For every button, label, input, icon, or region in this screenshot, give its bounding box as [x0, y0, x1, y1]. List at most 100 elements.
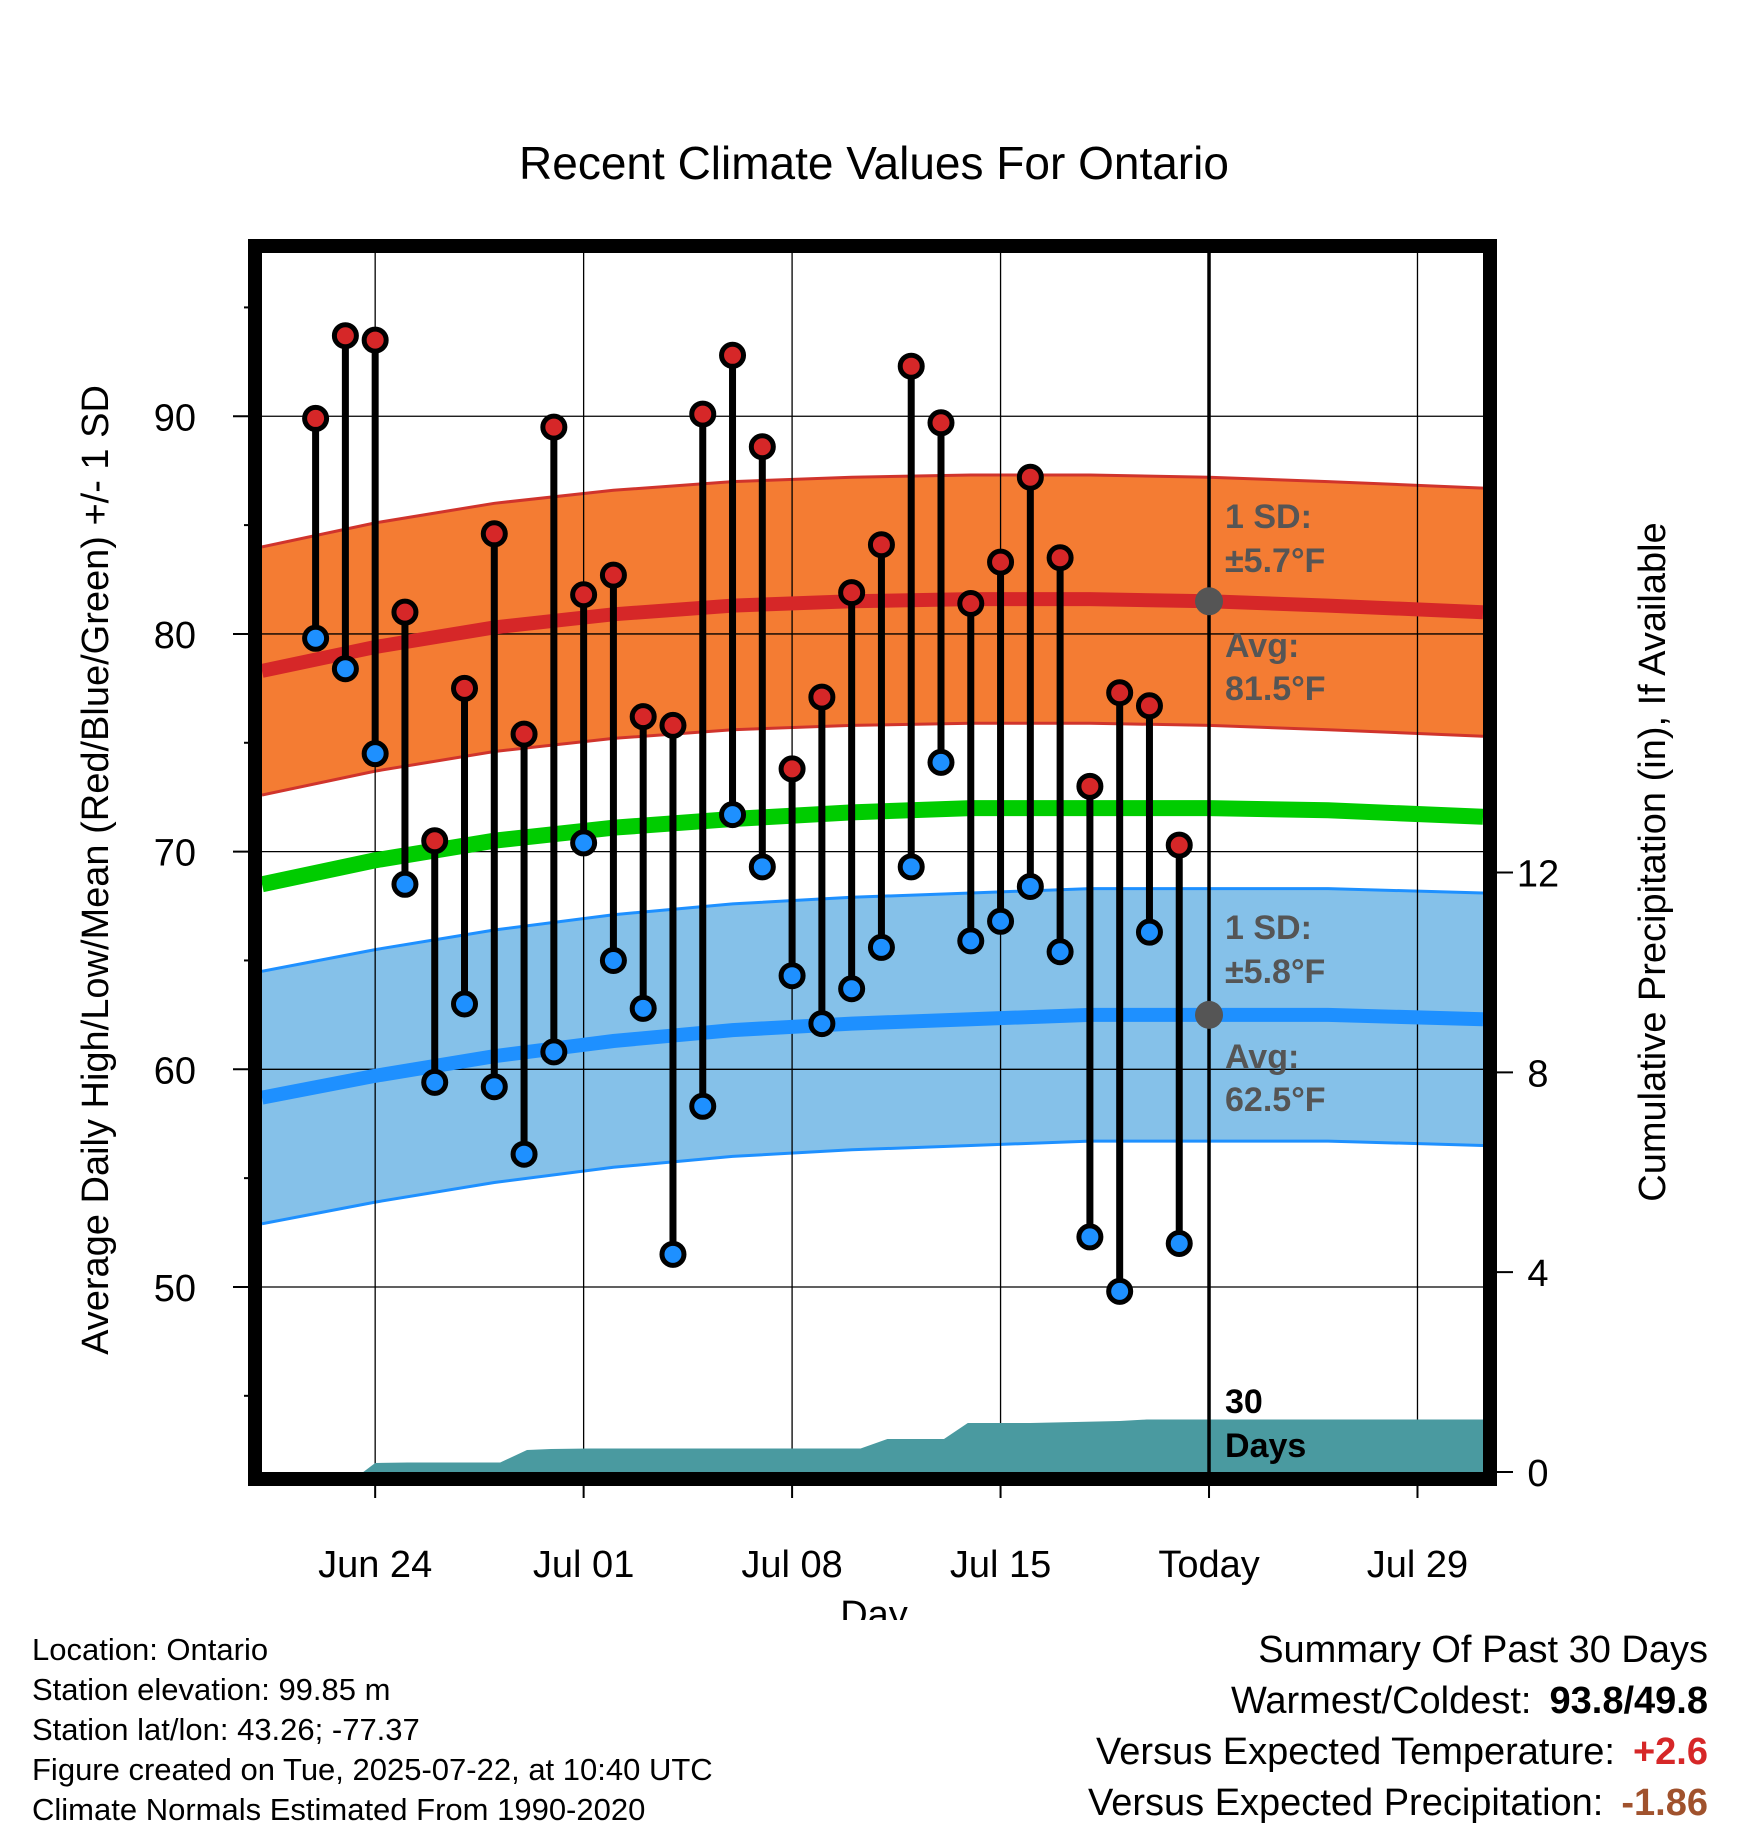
daily-high-point	[838, 579, 866, 607]
daily-low-point	[1076, 1223, 1104, 1251]
precip-departure-value: -1.86	[1621, 1782, 1708, 1824]
daily-high-point	[361, 326, 389, 354]
daily-high-point	[927, 409, 955, 437]
plot-frame	[248, 239, 1497, 1486]
daily-low-point	[629, 994, 657, 1022]
daily-low-point	[808, 1010, 836, 1038]
daily-low-point	[361, 740, 389, 768]
y-right-tick-label: 12	[1517, 853, 1559, 895]
daily-high-point	[778, 755, 806, 783]
daily-high-point	[1046, 544, 1074, 572]
daily-high-point	[1135, 692, 1163, 720]
x-axis: Jun 24 Jul 01 Jul 08 Jul 15 Today Jul 29	[318, 1479, 1468, 1586]
daily-high-point	[1016, 463, 1044, 491]
daily-high-point	[599, 561, 627, 589]
y-axis-right: 0 4 8 12	[1490, 853, 1559, 1495]
high-avg-label: Avg:	[1225, 627, 1299, 665]
daily-high-point	[629, 703, 657, 731]
daily-low-point	[1165, 1229, 1193, 1257]
daily-high-point	[1076, 772, 1104, 800]
daily-low-point	[1016, 872, 1044, 900]
plot-clipped	[262, 253, 1483, 1472]
y-left-tick-label: 50	[154, 1268, 196, 1310]
daily-low-point	[451, 990, 479, 1018]
daily-high-point	[421, 827, 449, 855]
y-left-tick-label: 70	[154, 833, 196, 875]
x-tick-label: Jul 15	[950, 1544, 1051, 1586]
daily-low-point	[719, 801, 747, 829]
location-text: Location: Ontario	[32, 1632, 269, 1667]
warmest-coldest-value: 93.8/49.8	[1549, 1680, 1709, 1722]
daily-low-point	[659, 1240, 687, 1268]
daily-high-point	[510, 720, 538, 748]
high-avg-value: 81.5°F	[1225, 670, 1326, 708]
daily-high-point	[957, 589, 985, 617]
temp-departure-value: +2.6	[1632, 1731, 1708, 1773]
low-sd-lower-edge	[262, 1139, 1483, 1226]
daily-low-point	[748, 853, 776, 881]
daily-low-point	[927, 748, 955, 776]
daily-low-point	[987, 907, 1015, 935]
daily-low-point	[1135, 918, 1163, 946]
y-left-tick-label: 60	[154, 1050, 196, 1092]
daily-low-point	[838, 975, 866, 1003]
station-info: Location: Ontario Station elevation: 99.…	[32, 1630, 713, 1830]
daily-low-point	[570, 829, 598, 857]
high-sd-band	[262, 475, 1483, 795]
daily-high-point	[480, 520, 508, 548]
chart-title: Recent Climate Values For Ontario	[519, 137, 1229, 189]
high-sd-value: ±5.7°F	[1225, 542, 1325, 580]
x-tick-label: Jul 08	[741, 1544, 842, 1586]
days-count-word: Days	[1225, 1427, 1306, 1465]
x-axis-label: Day	[840, 1594, 908, 1620]
y-left-tick-label: 80	[154, 615, 196, 657]
summary-temp-row: Versus Expected Temperature: +2.6	[1088, 1727, 1708, 1778]
daily-low-point	[778, 962, 806, 990]
daily-low-point	[421, 1068, 449, 1096]
high-average-marker	[1195, 587, 1224, 616]
plot-area: 1 SD: ±5.7°F Avg: 81.5°F 1 SD: ±5.8°F Avg: 62.5…	[248, 239, 1497, 1486]
daily-high-point	[719, 341, 747, 369]
days-count-number: 30	[1225, 1383, 1263, 1421]
daily-high-point	[1106, 679, 1134, 707]
daily-high-point	[331, 322, 359, 350]
daily-low-point	[302, 624, 330, 652]
y-right-tick-label: 8	[1527, 1053, 1548, 1095]
daily-high-point	[867, 531, 895, 559]
warmest-label: Warmest/Coldest:	[1230, 1680, 1532, 1722]
low-avg-label: Avg:	[1225, 1038, 1299, 1076]
x-tick-label: Today	[1158, 1544, 1259, 1586]
y-axis-right-label: Cumulative Precipitation (in), If Availa…	[1632, 522, 1674, 1201]
daily-high-point	[897, 352, 925, 380]
y-right-tick-label: 4	[1527, 1253, 1548, 1295]
latlon-text: Station lat/lon: 43.26; -77.37	[32, 1712, 420, 1747]
daily-high-point	[987, 548, 1015, 576]
normals-text: Climate Normals Estimated From 1990-2020	[32, 1792, 646, 1827]
climate-chart: Recent Climate Values For Ontario 1 SD: ±…	[75, 137, 1674, 1620]
daily-low-point	[480, 1073, 508, 1101]
daily-high-point	[1165, 831, 1193, 859]
daily-low-point	[510, 1140, 538, 1168]
summary-warmest-row: Warmest/Coldest: 93.8/49.8	[1088, 1676, 1708, 1727]
daily-low-point	[1106, 1277, 1134, 1305]
y-axis-left-label: Average Daily High/Low/Mean (Red/Blue/Gr…	[75, 385, 117, 1355]
x-tick-label: Jul 01	[533, 1544, 634, 1586]
daily-high-point	[570, 581, 598, 609]
daily-high-point	[302, 404, 330, 432]
warmest-value: 93.8	[1549, 1680, 1624, 1722]
daily-low-point	[867, 933, 895, 961]
low-sd-label: 1 SD:	[1225, 909, 1312, 947]
precip-label: Versus Expected Precipitation:	[1087, 1782, 1604, 1824]
daily-low-point	[957, 927, 985, 955]
daily-high-point	[748, 433, 776, 461]
y-right-tick-label: 0	[1527, 1453, 1548, 1495]
daily-high-point	[659, 711, 687, 739]
precipitation-area	[262, 1419, 1483, 1472]
daily-low-point	[391, 870, 419, 898]
x-tick-label: Jun 24	[318, 1544, 432, 1586]
low-average-marker	[1195, 1000, 1224, 1029]
x-tick-label: Jul 29	[1367, 1544, 1468, 1586]
daily-high-point	[808, 683, 836, 711]
low-average-line	[262, 1007, 1483, 1105]
daily-low-point	[897, 853, 925, 881]
